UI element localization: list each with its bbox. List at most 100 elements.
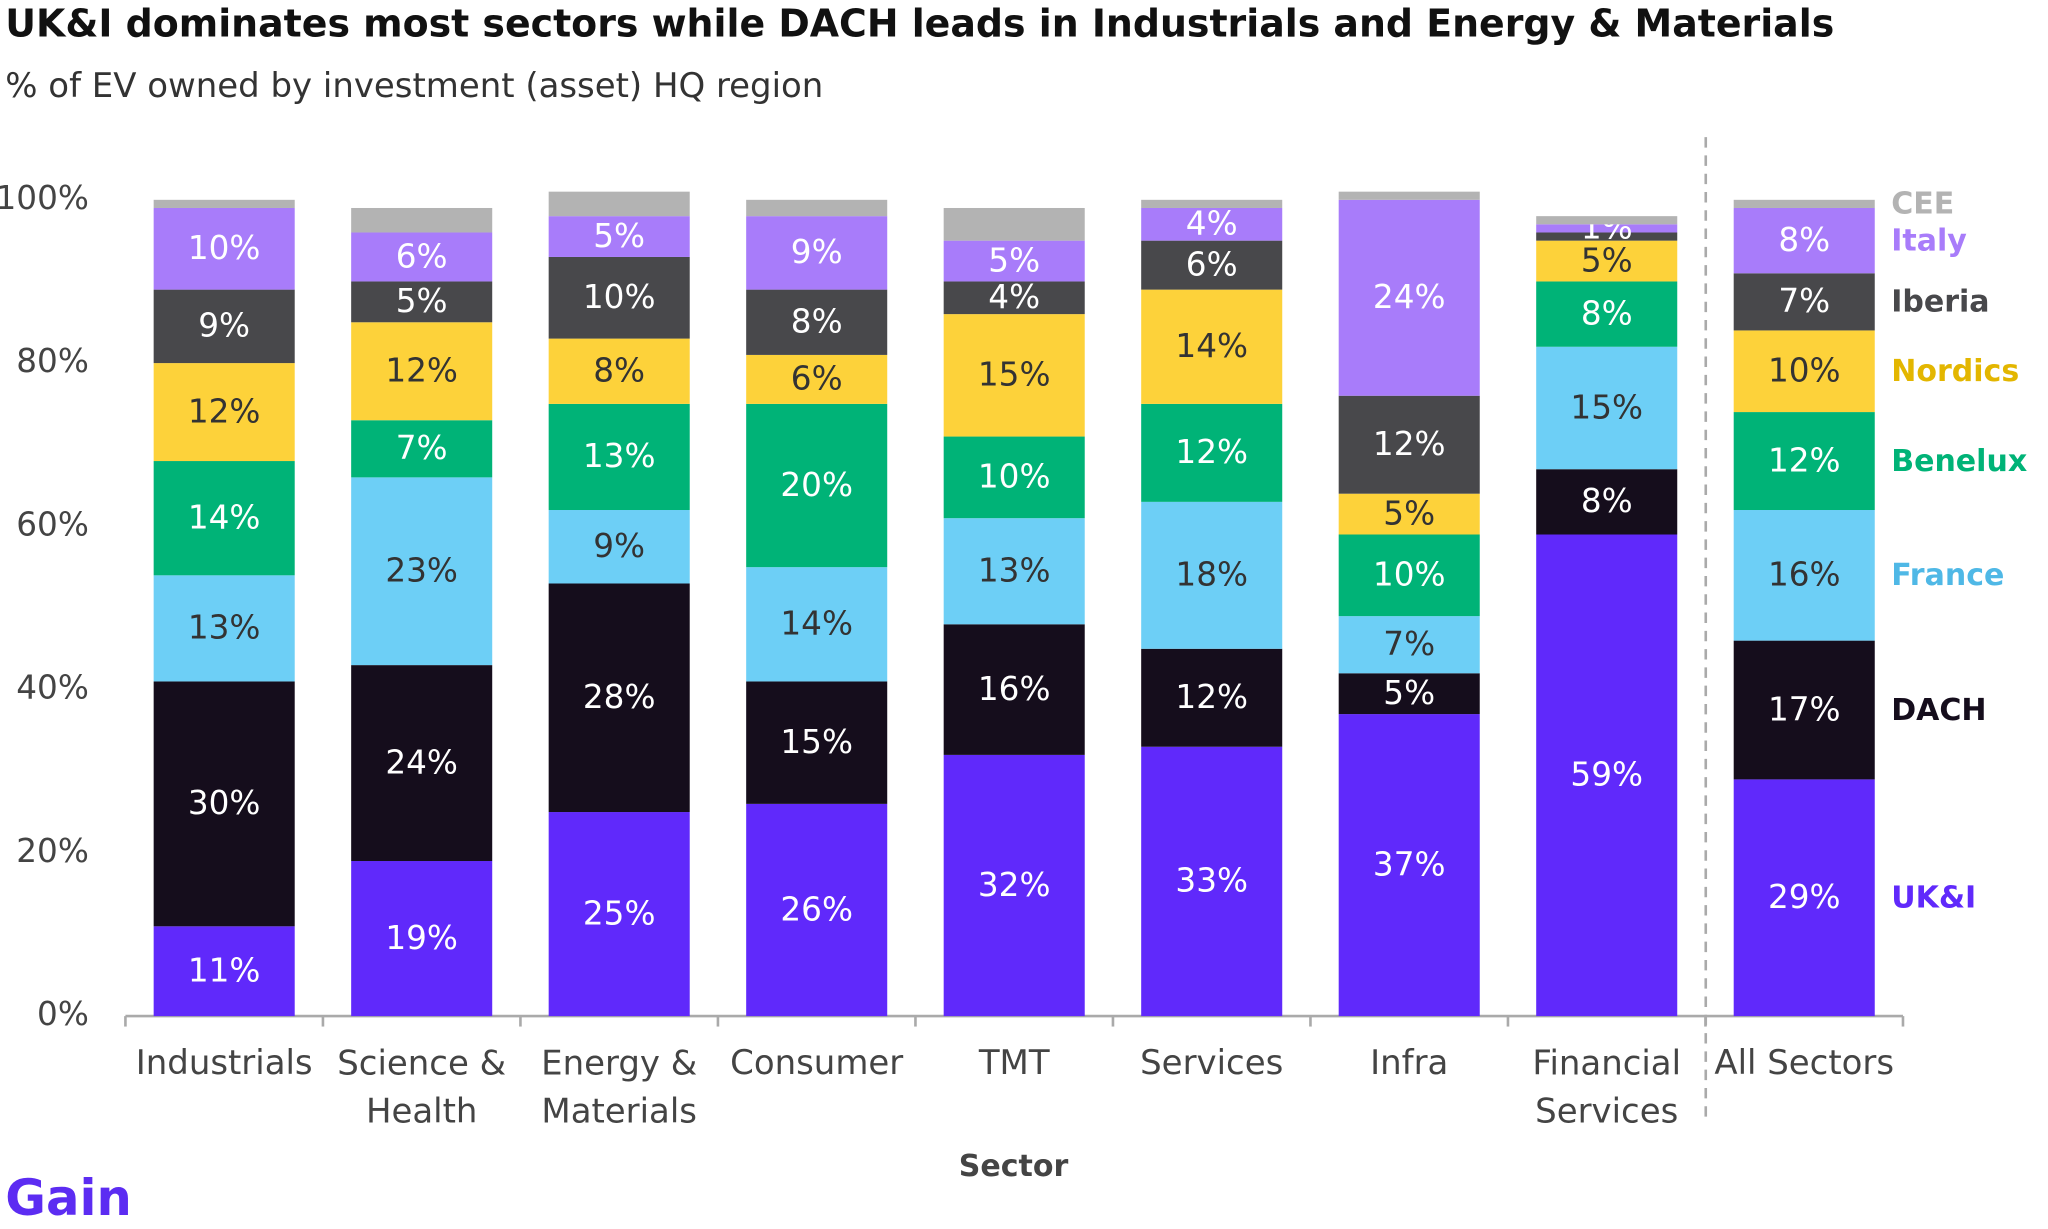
legend-label: Italy xyxy=(1891,223,1967,258)
legend-label: France xyxy=(1891,558,2004,593)
bar-segment xyxy=(746,199,888,217)
bar-segment xyxy=(351,665,493,862)
value-label: 12% xyxy=(1768,441,1841,479)
y-tick-label: 0% xyxy=(37,995,89,1033)
bar-segment xyxy=(746,567,888,682)
x-tick-label: Financial Services xyxy=(1532,1043,1681,1131)
y-tick-label: 100% xyxy=(0,179,89,217)
bar-segment xyxy=(153,681,295,927)
chart-subtitle: % of EV owned by investment (asset) HQ r… xyxy=(5,66,823,106)
bar-segment xyxy=(351,207,493,233)
bar-segment xyxy=(1141,289,1283,404)
value-label: 19% xyxy=(385,919,458,957)
bar-segment xyxy=(153,575,295,682)
value-label: 10% xyxy=(188,229,261,267)
value-label: 9% xyxy=(198,307,250,345)
bar-segment xyxy=(1338,199,1480,396)
value-label: 37% xyxy=(1373,845,1446,883)
bar-segment xyxy=(943,436,1085,519)
logo: Gain xyxy=(5,1169,132,1227)
y-tick-label: 20% xyxy=(16,832,89,870)
x-tick-label: Infra xyxy=(1370,1043,1448,1083)
x-tick-label: Science & Health xyxy=(337,1043,506,1131)
value-label: 4% xyxy=(1186,205,1238,243)
y-tick-label: 60% xyxy=(16,505,89,543)
bar-segment xyxy=(548,216,690,257)
bar-segment xyxy=(1733,510,1875,641)
value-label: 14% xyxy=(1175,327,1248,365)
bar-segment xyxy=(1141,403,1283,502)
bar-segment xyxy=(351,232,493,282)
value-label: 8% xyxy=(1778,221,1830,259)
legend-label: DACH xyxy=(1891,693,1986,728)
x-tick-label: All Sectors xyxy=(1714,1043,1894,1083)
bar-segment xyxy=(943,518,1085,625)
bar-segment xyxy=(153,289,295,364)
bar-segment xyxy=(1338,493,1480,535)
bar-segment xyxy=(1536,224,1678,233)
bar-segment xyxy=(1536,232,1678,241)
value-label: 4% xyxy=(988,278,1040,316)
bar-segment xyxy=(1338,534,1480,617)
bar-segment xyxy=(153,207,295,290)
bar-segment xyxy=(943,754,1085,1017)
bar-segment xyxy=(1338,714,1480,1017)
bar-segment xyxy=(1536,240,1678,282)
bar-segment xyxy=(746,403,888,568)
value-label: 15% xyxy=(978,356,1051,394)
x-tick-label: TMT xyxy=(978,1043,1050,1083)
bar-segment xyxy=(153,461,295,576)
legend-label: CEE xyxy=(1891,187,1954,222)
value-label: 20% xyxy=(780,466,853,504)
value-label: 15% xyxy=(780,723,853,761)
value-label: 8% xyxy=(1581,482,1633,520)
bar-segment xyxy=(746,681,888,804)
value-label: 5% xyxy=(396,282,448,320)
value-label: 5% xyxy=(1581,241,1633,279)
bar-segment xyxy=(1141,648,1283,747)
bar-segment xyxy=(1141,199,1283,208)
bar-segment xyxy=(351,281,493,323)
value-label: 32% xyxy=(978,866,1051,904)
bar-segment xyxy=(1536,216,1678,225)
bar-segment xyxy=(153,363,295,462)
bar-segment xyxy=(943,207,1085,241)
bar-segment xyxy=(746,803,888,1017)
bar-segment xyxy=(1733,273,1875,331)
value-label: 7% xyxy=(1383,625,1435,663)
x-tick-label: Industrials xyxy=(136,1043,313,1083)
value-label: 16% xyxy=(978,670,1051,708)
bar-segment xyxy=(351,477,493,666)
bar-segment xyxy=(1141,501,1283,649)
legend-label: Iberia xyxy=(1891,285,1989,320)
value-label: 6% xyxy=(1186,245,1238,283)
value-label: 9% xyxy=(791,233,843,271)
bar-segment xyxy=(548,510,690,584)
bar-segment xyxy=(1536,346,1678,470)
value-label: 14% xyxy=(188,498,261,536)
bar-segment xyxy=(1733,199,1875,208)
value-label: 23% xyxy=(385,552,458,590)
value-label: 10% xyxy=(1768,352,1841,390)
value-label: 24% xyxy=(385,743,458,781)
value-label: 5% xyxy=(593,217,645,255)
legend-label: Benelux xyxy=(1891,444,2027,479)
value-label: 8% xyxy=(791,303,843,341)
bar-segment xyxy=(1536,469,1678,535)
value-label: 9% xyxy=(593,527,645,565)
bar-segment xyxy=(943,624,1085,755)
value-label: 13% xyxy=(583,437,656,475)
bar-segment xyxy=(1141,746,1283,1017)
value-label: 18% xyxy=(1175,556,1248,594)
value-label: 29% xyxy=(1768,878,1841,916)
value-label: 6% xyxy=(791,360,843,398)
chart-title: UK&I dominates most sectors while DACH l… xyxy=(5,2,1834,46)
value-label: 15% xyxy=(1570,388,1643,426)
value-label: 12% xyxy=(1175,433,1248,471)
bar-segment xyxy=(351,420,493,478)
value-label: 13% xyxy=(978,552,1051,590)
value-label: 28% xyxy=(583,678,656,716)
value-label: 12% xyxy=(1373,425,1446,463)
